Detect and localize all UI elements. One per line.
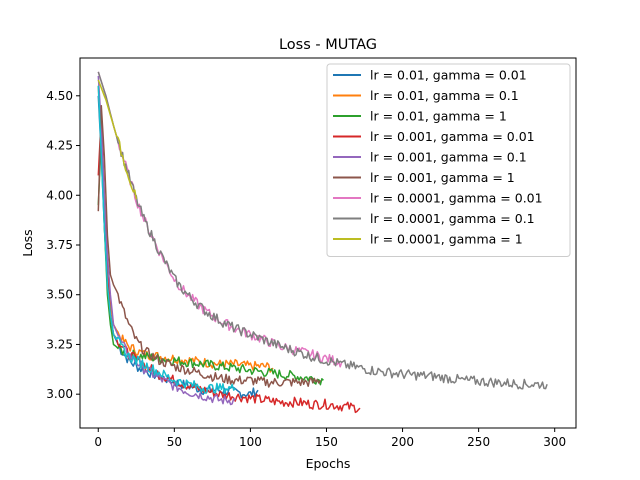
legend-label: lr = 0.0001, gamma = 0.01 [370, 191, 543, 206]
chart-title: Loss - MUTAG [279, 37, 377, 53]
series-line-9 [97, 85, 236, 394]
y-tick-label: 3.25 [46, 337, 73, 351]
x-tick-label: 250 [467, 435, 490, 449]
series-line-7 [97, 71, 548, 390]
x-tick-label: 200 [391, 435, 414, 449]
x-tick-label: 150 [315, 435, 338, 449]
x-tick-label: 50 [167, 435, 182, 449]
series-line-2 [97, 134, 324, 386]
x-tick-label: 100 [239, 435, 262, 449]
x-axis-ticks: 0 50 100 150 200 250 300 [94, 428, 566, 449]
legend-label: lr = 0.001, gamma = 1 [370, 170, 515, 185]
y-tick-label: 4.50 [46, 89, 73, 103]
x-axis-label: Epochs [306, 456, 351, 471]
legend-label: lr = 0.0001, gamma = 0.1 [370, 211, 535, 226]
legend: lr = 0.01, gamma = 0.01 lr = 0.01, gamma … [326, 63, 571, 257]
y-tick-label: 4.00 [46, 188, 73, 202]
x-tick-label: 300 [543, 435, 566, 449]
legend-label: lr = 0.01, gamma = 1 [370, 109, 507, 124]
y-tick-label: 3.50 [46, 288, 73, 302]
legend-label: lr = 0.01, gamma = 0.01 [370, 68, 527, 83]
y-axis-label: Loss [20, 229, 35, 256]
y-axis-ticks: 3.00 3.25 3.50 3.75 4.00 4.25 4.50 [46, 89, 80, 401]
legend-box [326, 63, 571, 257]
plot-lines [97, 71, 548, 414]
legend-label: lr = 0.001, gamma = 0.1 [370, 150, 527, 165]
legend-label: lr = 0.01, gamma = 0.1 [370, 88, 519, 103]
legend-label: lr = 0.0001, gamma = 1 [370, 232, 523, 247]
series-line-5 [97, 104, 322, 388]
y-tick-label: 4.25 [46, 139, 73, 153]
y-tick-label: 3.00 [46, 387, 73, 401]
legend-label: lr = 0.001, gamma = 0.01 [370, 129, 535, 144]
series-line-8 [97, 79, 138, 200]
plot-frame [79, 57, 577, 429]
y-tick-label: 3.75 [46, 238, 73, 252]
x-tick-label: 0 [94, 435, 102, 449]
series-line-4 [97, 75, 236, 406]
series-line-1 [97, 85, 274, 373]
